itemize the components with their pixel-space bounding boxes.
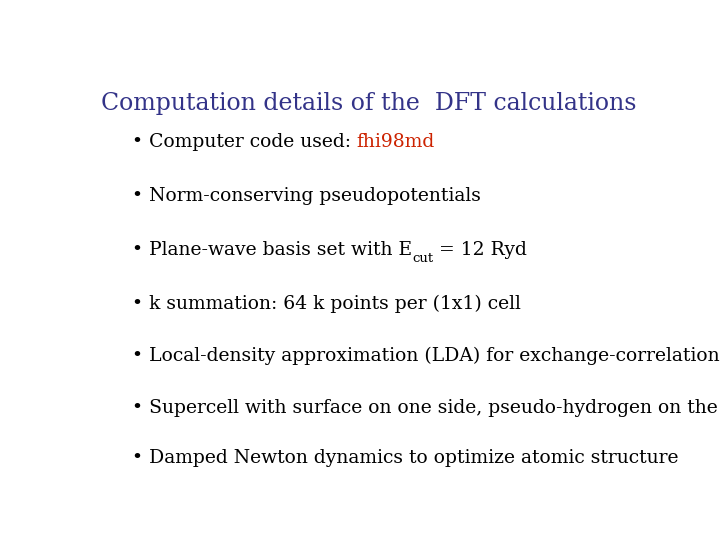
Text: • Plane-wave basis set with E: • Plane-wave basis set with E [132,241,412,259]
Text: • Local-density approximation (LDA) for exchange-correlation: • Local-density approximation (LDA) for … [132,347,719,365]
Text: fhi98md: fhi98md [357,133,435,151]
Text: • Damped Newton dynamics to optimize atomic structure: • Damped Newton dynamics to optimize ato… [132,449,678,467]
Text: cut: cut [412,253,433,266]
Text: = 12 Ryd: = 12 Ryd [433,241,527,259]
Text: • Supercell with surface on one side, pseudo-hydrogen on the other side: • Supercell with surface on one side, ps… [132,399,720,417]
Text: • Norm-conserving pseudopotentials: • Norm-conserving pseudopotentials [132,187,481,205]
Text: • Computer code used:: • Computer code used: [132,133,357,151]
Text: • k summation: 64 k points per (1x1) cell: • k summation: 64 k points per (1x1) cel… [132,295,521,313]
Text: Computation details of the  DFT calculations: Computation details of the DFT calculati… [102,92,636,115]
